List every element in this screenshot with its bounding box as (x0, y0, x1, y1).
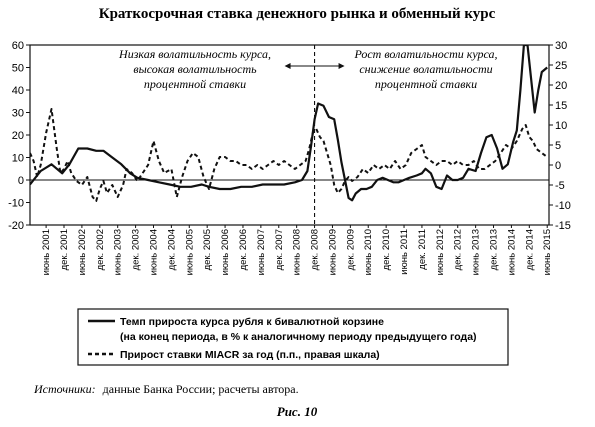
x-tick-label: дек. 2002 (95, 229, 106, 270)
y-right-tick-label: -10 (555, 200, 571, 212)
legend-solid-label-2: (на конец периода, в % к аналогичному пе… (120, 331, 477, 343)
series-line-miacr (30, 108, 548, 202)
y-left-tick-label: 60 (12, 40, 24, 52)
y-right-tick-label: 30 (555, 40, 567, 52)
x-tick-label: дек. 2008 (310, 229, 321, 270)
x-tick-label: июнь 2001 (41, 229, 52, 275)
axes: 6050403020100-10-20302520151050-5-10-15и… (8, 40, 571, 275)
annotation-left-line-2: высокая волатильность (133, 62, 257, 76)
source-note: Источники: данные Банка России; расчеты … (33, 382, 299, 396)
x-tick-label: июнь 2006 (220, 229, 231, 275)
y-left-tick-label: 50 (12, 63, 24, 75)
y-left-tick-label: -10 (8, 198, 24, 210)
y-right-tick-label: 10 (555, 120, 567, 132)
x-tick-label: дек. 2005 (202, 229, 213, 270)
y-right-tick-label: 15 (555, 100, 567, 112)
x-tick-label: дек. 2011 (417, 229, 428, 270)
y-left-tick-label: 40 (12, 85, 24, 97)
y-left-tick-label: 10 (12, 153, 24, 165)
x-tick-label: дек. 2013 (489, 229, 500, 270)
x-tick-label: июнь 2004 (148, 229, 159, 275)
annotation-left: Низкая волатильность курса, высокая вола… (118, 47, 271, 91)
source-text: данные Банка России; расчеты автора. (103, 382, 299, 396)
x-tick-label: июнь 2012 (435, 229, 446, 275)
annotation-right-arrowhead (338, 63, 345, 69)
x-tick-label: дек. 2009 (345, 229, 356, 270)
y-right-tick-label: 20 (555, 80, 567, 92)
legend-box (77, 308, 509, 366)
x-tick-label: дек. 2012 (453, 229, 464, 270)
annotation-left-line-3: процентной ставки (144, 77, 246, 91)
x-tick-label: июнь 2013 (471, 229, 482, 275)
x-tick-label: июнь 2002 (77, 229, 88, 275)
y-right-tick-label: 0 (555, 160, 561, 172)
legend: Темп прироста курса рубля к бивалютной к… (77, 308, 509, 366)
x-tick-label: июнь 2007 (256, 229, 267, 275)
x-tick-label: июнь 2014 (506, 229, 517, 275)
y-left-tick-label: -20 (8, 220, 24, 232)
source-label: Источники: (33, 382, 96, 396)
annotation-right-line-2: снижение волатильности (359, 62, 492, 76)
x-tick-label: июнь 2003 (113, 229, 124, 275)
x-tick-label: дек. 2014 (524, 229, 535, 270)
x-tick-label: июнь 2010 (363, 229, 374, 275)
y-left-tick-label: 20 (12, 130, 24, 142)
series-layer (30, 45, 548, 202)
y-left-tick-label: 0 (18, 175, 24, 187)
annotation-right-line-3: процентной ставки (375, 77, 477, 91)
legend-solid-label-1: Темп прироста курса рубля к бивалютной к… (120, 316, 384, 328)
x-tick-label: дек. 2010 (381, 229, 392, 270)
x-tick-label: дек. 2006 (238, 229, 249, 270)
y-right-tick-label: -5 (555, 180, 565, 192)
x-tick-label: июнь 2005 (184, 229, 195, 275)
annotation-left-arrowhead (284, 63, 291, 69)
figure-label: Рис. 10 (277, 404, 318, 419)
y-right-tick-label: 25 (555, 60, 567, 72)
x-tick-label: дек. 2001 (59, 229, 70, 270)
x-tick-label: дек. 2004 (166, 229, 177, 270)
x-tick-label: июнь 2009 (327, 229, 338, 275)
y-right-tick-label: 5 (555, 140, 561, 152)
y-left-tick-label: 30 (12, 108, 24, 120)
annotation-left-line-1: Низкая волатильность курса, (118, 47, 271, 61)
x-tick-label: дек. 2007 (274, 229, 285, 270)
x-tick-label: июнь 2015 (542, 229, 553, 275)
y-right-tick-label: -15 (555, 220, 571, 232)
x-tick-label: июнь 2011 (399, 229, 410, 275)
x-tick-label: дек. 2003 (131, 229, 142, 270)
x-tick-label: июнь 2008 (292, 229, 303, 275)
annotation-right-line-1: Рост волатильности курса, (353, 47, 497, 61)
series-line-ruble-basket (30, 45, 548, 202)
annotation-right: Рост волатильности курса, снижение волат… (353, 47, 497, 91)
legend-dashed-label: Прирост ставки MIACR за год (п.п., права… (120, 349, 380, 361)
chart-title: Краткосрочная ставка денежного рынка и о… (99, 6, 496, 22)
